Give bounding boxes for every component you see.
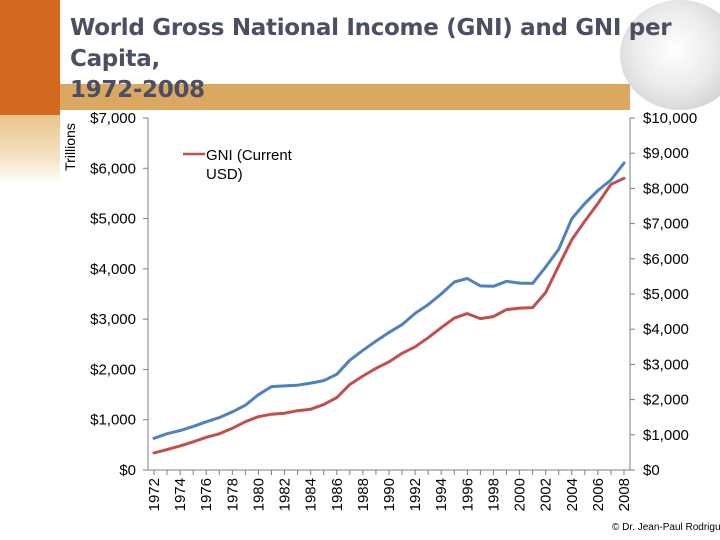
globe-background-image <box>620 0 720 110</box>
x-tick-label: 2000 <box>512 478 529 511</box>
left-tick-label: $3,000 <box>90 311 136 328</box>
gni-series-line <box>152 176 626 455</box>
legend-label: GNI (Current <box>206 147 293 164</box>
left-tick-label: $7,000 <box>90 110 136 127</box>
right-tick-label: $1,000 <box>643 427 689 444</box>
x-tick-label: 1996 <box>459 478 476 511</box>
credit-text: © Dr. Jean-Paul Rodrigue <box>612 522 720 533</box>
right-tick-label: $10,000 <box>643 110 697 127</box>
left-tick-label: $6,000 <box>90 160 136 177</box>
right-tick-label: $6,000 <box>643 251 689 268</box>
right-tick-label: $3,000 <box>643 356 689 373</box>
x-tick-label: 2008 <box>616 478 633 511</box>
x-tick-label: 2002 <box>538 478 555 511</box>
x-tick-label: 1974 <box>172 478 189 511</box>
x-tick-label: 1978 <box>224 478 241 511</box>
gni-per-capita-series-line <box>152 161 626 440</box>
legend-label: USD) <box>206 166 243 183</box>
left-tick-label: $5,000 <box>90 211 136 228</box>
x-tick-label: 1998 <box>485 478 502 511</box>
decorative-title-band <box>60 84 630 110</box>
right-tick-label: $2,000 <box>643 392 689 409</box>
x-tick-label: 1984 <box>303 478 320 511</box>
right-tick-label: $5,000 <box>643 286 689 303</box>
decorative-side-band <box>0 0 60 115</box>
x-tick-label: 1992 <box>407 478 424 511</box>
decorative-side-gradient <box>0 115 60 185</box>
x-tick-label: 1976 <box>198 478 215 511</box>
x-tick-label: 1980 <box>250 478 267 511</box>
x-tick-label: 2006 <box>590 478 607 511</box>
left-tick-label: $2,000 <box>90 361 136 378</box>
left-tick-label: $0 <box>119 462 136 479</box>
right-tick-label: $9,000 <box>643 145 689 162</box>
right-tick-label: $8,000 <box>643 180 689 197</box>
x-tick-label: 1982 <box>277 478 294 511</box>
chart-series <box>152 161 626 455</box>
chart-title-line-2: 1972-2008 <box>70 77 205 103</box>
right-tick-label: $4,000 <box>643 321 689 338</box>
chart-legend: GNI (Current USD) <box>183 147 293 183</box>
x-tick-label: 1972 <box>146 478 163 511</box>
left-tick-label: $4,000 <box>90 261 136 278</box>
right-tick-label: $7,000 <box>643 216 689 233</box>
x-tick-label: 1994 <box>433 478 450 511</box>
chart-title-line-1: World Gross National Income (GNI) and GN… <box>70 15 672 72</box>
right-tick-label: $0 <box>643 462 660 479</box>
chart-title: World Gross National Income (GNI) and GN… <box>70 13 710 106</box>
x-tick-label: 1990 <box>381 478 398 511</box>
left-tick-label: $1,000 <box>90 412 136 429</box>
x-tick-label: 2004 <box>564 478 581 511</box>
chart-axes: $0 $1,000 $2,000 $3,000 $4,000 $5,000 $6,000 $7… <box>90 110 697 511</box>
x-tick-label: 1988 <box>355 478 372 511</box>
x-tick-label: 1986 <box>329 478 346 511</box>
